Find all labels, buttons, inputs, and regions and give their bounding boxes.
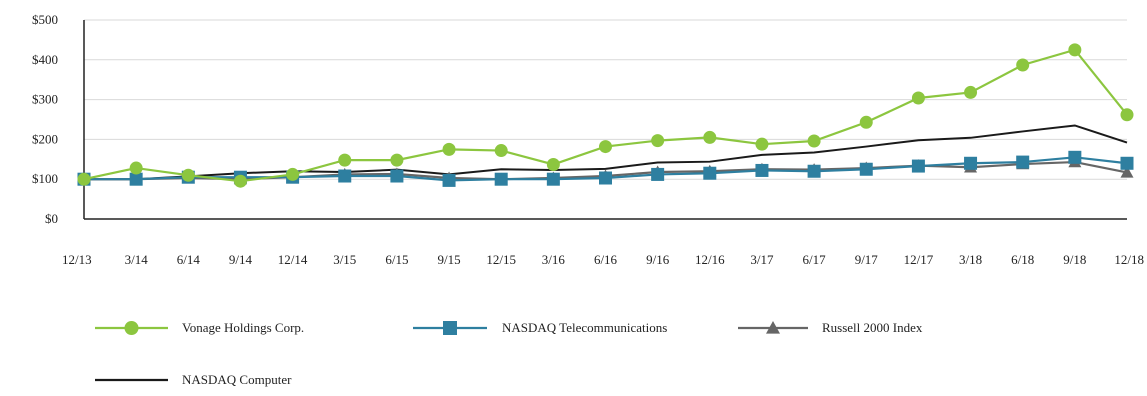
x-tick-label: 12/17: [904, 252, 934, 267]
data-point: [1120, 165, 1134, 178]
data-point: [442, 173, 456, 187]
x-tick-label: 12/13: [62, 252, 92, 267]
data-point: [755, 163, 769, 177]
data-point: [77, 172, 91, 186]
y-tick-label: $100: [32, 171, 58, 186]
y-tick-label: $300: [32, 92, 58, 107]
x-tick-label: 12/15: [486, 252, 516, 267]
data-point: [546, 172, 560, 186]
data-point: [911, 159, 925, 173]
data-point: [233, 174, 247, 188]
y-tick-label: $400: [32, 52, 58, 67]
legend-item: NASDAQ Telecommunications: [413, 320, 667, 335]
data-point: [1016, 58, 1030, 72]
data-point: [1068, 43, 1082, 57]
data-point: [599, 171, 612, 185]
legend-label: NASDAQ Computer: [182, 372, 292, 387]
series-vonage-holdings-corp-: [77, 43, 1134, 188]
x-tick-label: 3/15: [333, 252, 356, 267]
x-tick-label: 12/14: [278, 252, 308, 267]
data-point: [755, 137, 769, 151]
legend: Vonage Holdings Corp. NASDAQ Telecommunic…: [95, 320, 923, 387]
legend-item: Vonage Holdings Corp.: [95, 320, 304, 335]
x-tick-label: 3/16: [542, 252, 566, 267]
data-point: [338, 153, 352, 167]
x-tick-label: 6/16: [594, 252, 618, 267]
x-tick-label: 9/14: [229, 252, 253, 267]
data-point: [651, 134, 665, 148]
x-tick-label: 12/16: [695, 252, 725, 267]
legend-marker: [443, 321, 457, 335]
data-point: [599, 140, 612, 154]
axes: [83, 20, 1127, 220]
x-tick-label: 3/17: [750, 252, 774, 267]
grid-lines: [84, 19, 1127, 220]
data-point: [1068, 150, 1082, 164]
data-point: [964, 156, 978, 170]
data-point: [494, 172, 508, 186]
data-point: [911, 91, 925, 105]
x-tick-label: 6/14: [177, 252, 201, 267]
data-point: [546, 157, 560, 171]
data-point: [703, 130, 717, 144]
data-point: [181, 168, 195, 182]
data-point: [807, 164, 821, 178]
x-tick-labels: 12/13 3/14 6/14 9/14 12/14 3/15 6/15 9/15 12/15 3…: [62, 252, 1144, 267]
y-tick-label: $0: [45, 211, 58, 226]
data-point: [964, 85, 978, 99]
data-point: [442, 142, 456, 156]
x-tick-label: 9/16: [646, 252, 670, 267]
data-point: [129, 172, 143, 186]
data-point: [1120, 156, 1134, 170]
x-tick-label: 6/15: [385, 252, 408, 267]
legend-marker: [766, 321, 780, 334]
legend-item: NASDAQ Computer: [95, 372, 292, 387]
legend-marker: [124, 321, 139, 335]
x-tick-label: 9/15: [437, 252, 460, 267]
data-point: [390, 153, 404, 167]
data-point: [859, 162, 873, 176]
data-point: [1120, 108, 1134, 122]
x-tick-label: 3/18: [959, 252, 982, 267]
series-line: [84, 124, 1128, 181]
x-tick-label: 9/18: [1063, 252, 1086, 267]
legend-item: Russell 2000 Index: [738, 320, 923, 335]
y-tick-label: $200: [32, 131, 58, 146]
data-point: [651, 167, 665, 181]
data-point: [494, 144, 508, 158]
x-tick-label: 6/17: [803, 252, 827, 267]
legend-label: Vonage Holdings Corp.: [182, 320, 304, 335]
series-nasdaq-computer: [84, 124, 1128, 181]
y-tick-label: $500: [32, 12, 58, 27]
legend-label: NASDAQ Telecommunications: [502, 320, 667, 335]
data-point: [286, 167, 300, 181]
x-tick-label: 6/18: [1011, 252, 1034, 267]
x-tick-label: 3/14: [125, 252, 149, 267]
series-lines: [77, 43, 1134, 188]
data-point: [807, 134, 821, 148]
data-point: [390, 169, 404, 183]
data-point: [129, 161, 143, 175]
x-tick-label: 9/17: [855, 252, 879, 267]
data-point: [703, 166, 717, 180]
x-tick-label: 12/18: [1114, 252, 1144, 267]
data-point: [1016, 155, 1030, 169]
y-tick-labels: $0 $100 $200 $300 $400 $500: [32, 12, 58, 226]
data-point: [859, 115, 873, 129]
data-point: [338, 169, 352, 183]
legend-label: Russell 2000 Index: [822, 320, 923, 335]
